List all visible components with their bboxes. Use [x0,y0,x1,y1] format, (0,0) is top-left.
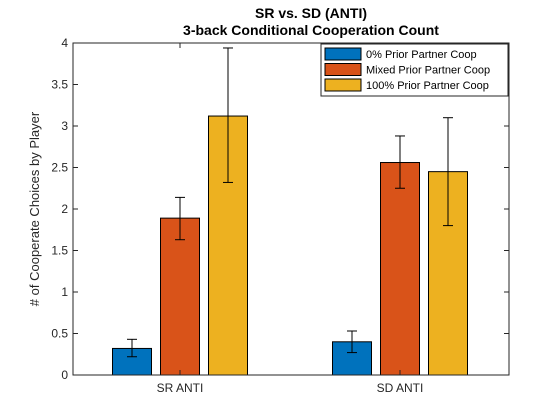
y-tick-label: 2 [61,202,68,216]
error-bars-group [127,47,453,358]
y-tick-label: 3 [61,119,68,133]
y-tick-label: 0 [61,368,68,382]
y-tick-label: 3.5 [51,78,68,92]
legend-swatch [324,78,362,92]
chart-title: SR vs. SD (ANTI) [255,5,367,21]
y-axis-label: # of Cooperate Choices by Player [27,111,42,306]
y-tick-label: 1.5 [51,244,68,258]
axes-group: 0 0.5 1 1.5 2 2.5 3 3.5 4 SR ANTI SD ANTI [51,36,510,395]
legend-label: 0% Prior Partner Coop [366,49,477,61]
x-tick-label: SR ANTI [157,381,204,395]
y-tick-label: 4 [61,36,68,50]
legend-swatch [324,63,362,76]
bar [160,217,200,376]
legend-swatch [324,47,362,61]
legend-label: Mixed Prior Partner Coop [366,65,490,77]
x-tick-label: SD ANTI [377,381,424,395]
y-tick-label: 0.5 [51,327,68,341]
chart-subtitle: 3-back Conditional Cooperation Count [183,22,439,38]
y-tick-label: 1 [61,285,68,299]
legend-label: 100% Prior Partner Coop [366,80,489,92]
legend: 0% Prior Partner Coop Mixed Prior Partner… [320,43,509,97]
y-tick-label: 2.5 [51,161,68,175]
bars-group [112,115,468,376]
bar [380,162,420,376]
